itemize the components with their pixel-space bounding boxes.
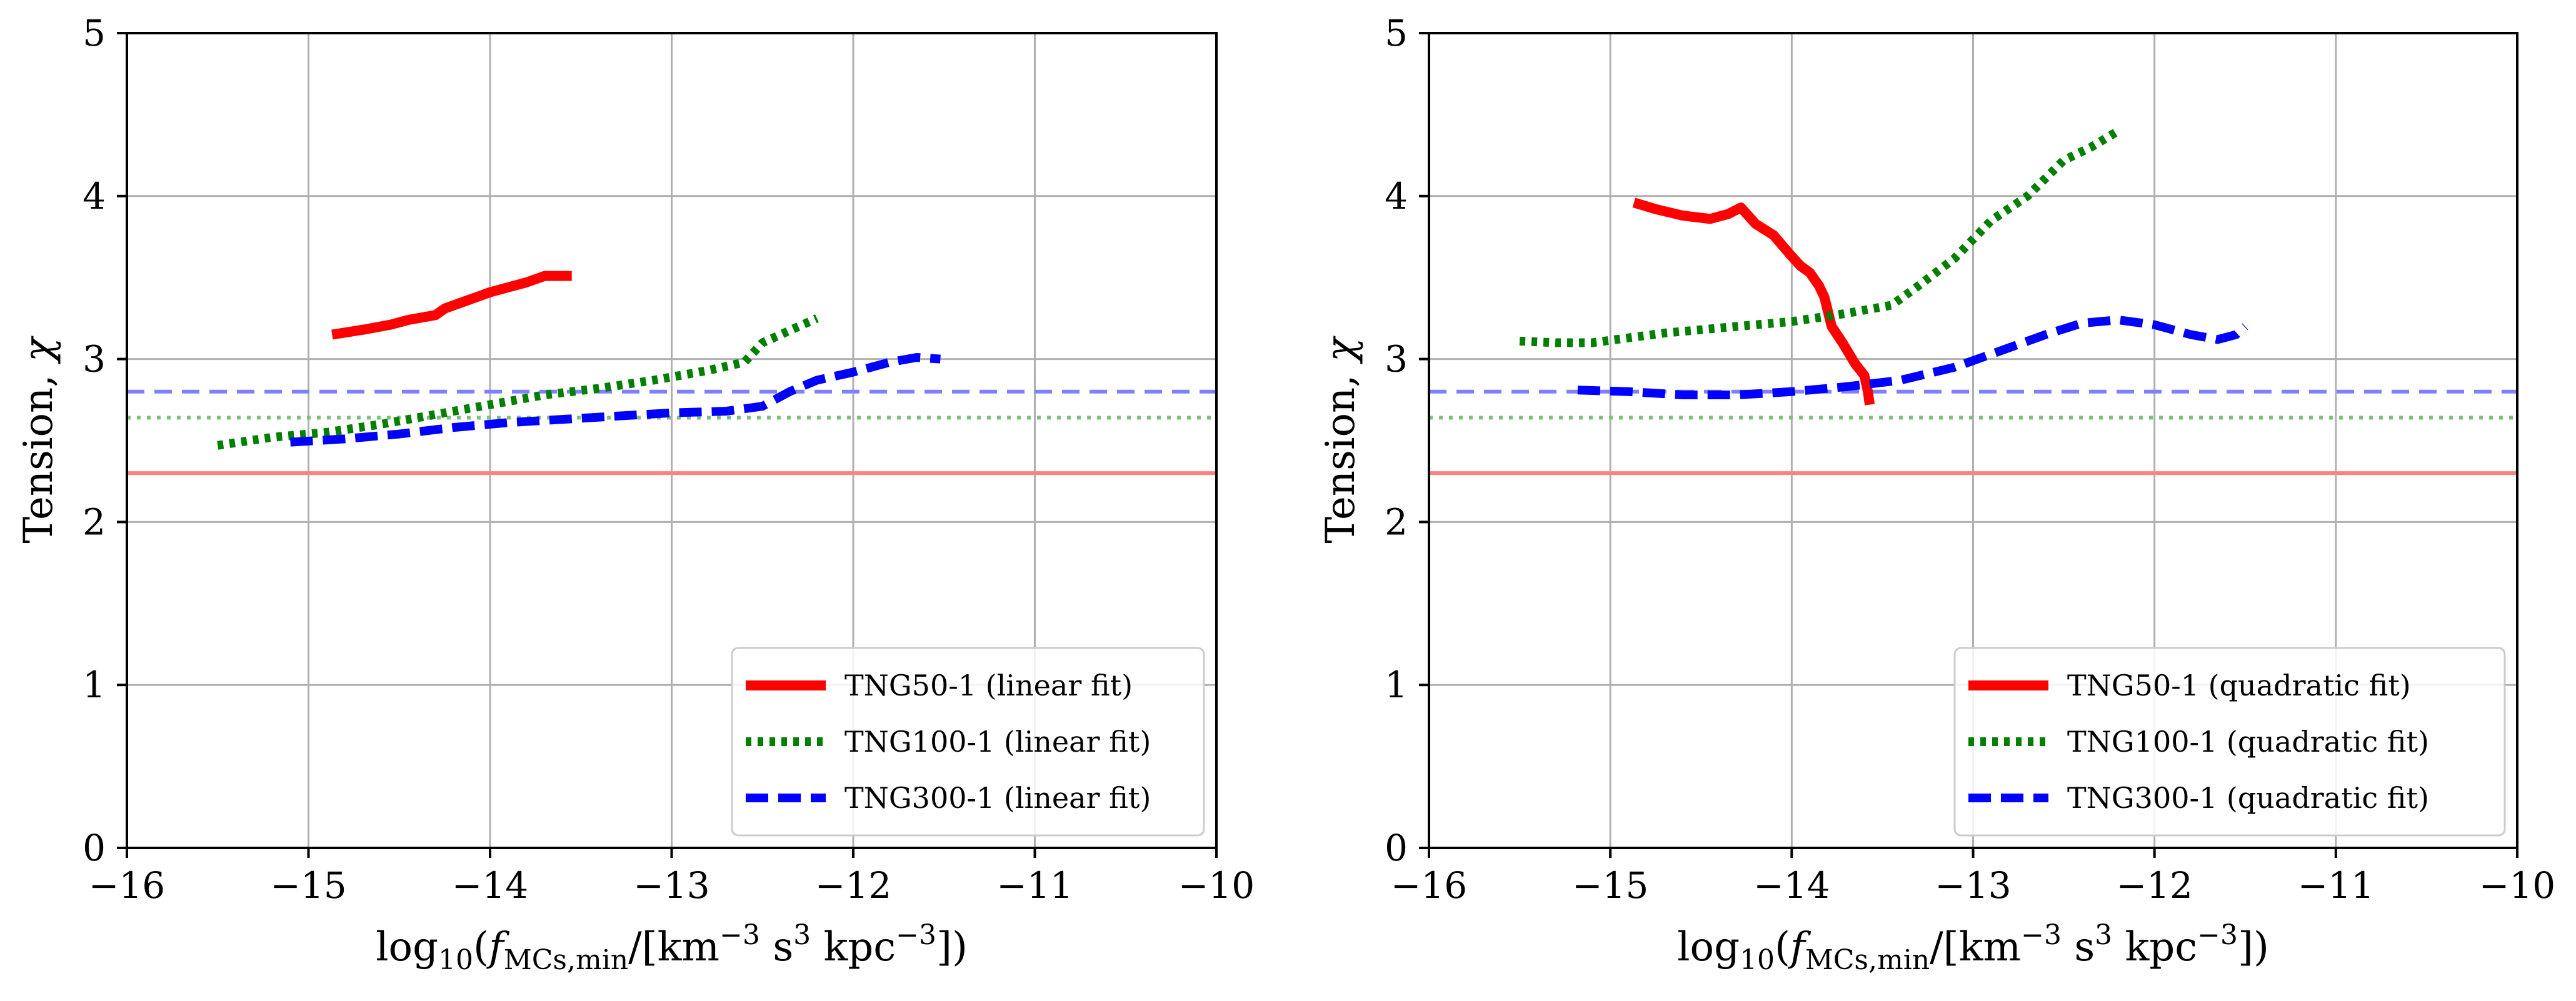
y-tick-label: 5 (1385, 12, 1408, 54)
x-tick-label: −15 (270, 864, 346, 907)
x-axis-label: log10(fMCs,min/[km−3 s3 kpc−3]) (1677, 919, 2269, 976)
x-tick-label: −16 (89, 864, 165, 907)
series-line-3 (1577, 316, 2248, 399)
y-tick-label: 3 (83, 338, 106, 381)
x-tick-label: −11 (996, 864, 1073, 907)
x-tick-label: −15 (1572, 864, 1648, 907)
series-line-2 (1519, 127, 2121, 347)
y-tick-label: 1 (1385, 664, 1408, 706)
y-tick-label: 0 (83, 827, 106, 869)
y-axis-label: Tension, χ (16, 336, 62, 544)
legend-label: TNG100-1 (linear fit) (844, 725, 1151, 759)
y-tick-label: 4 (83, 175, 106, 217)
y-axis-label: Tension, χ (1318, 336, 1364, 544)
x-tick-label: −12 (815, 864, 891, 907)
x-tick-label: −14 (1753, 864, 1830, 907)
series-line-2 (217, 314, 819, 450)
x-tick-label: −16 (1391, 864, 1467, 907)
x-tick-label: −13 (1935, 864, 2011, 907)
y-tick-label: 2 (83, 500, 106, 543)
series-line-1 (1632, 197, 1875, 406)
chart-panel-2: −16 −15 −14 −13 −12 −11 −10 0 1 2 3 4 5 log10(fMCs,mi… (1318, 12, 2555, 976)
x-tick-label: −14 (452, 864, 528, 907)
legend-label: TNG300-1 (linear fit) (844, 781, 1151, 815)
legend-box (1953, 647, 2506, 837)
x-axis-label: log10(fMCs,min/[km−3 s3 kpc−3]) (376, 919, 968, 976)
series-line-3 (290, 353, 941, 447)
y-tick-label: 0 (1385, 827, 1408, 869)
x-tick-label: −11 (2298, 864, 2374, 907)
legend: TNG50-1 (quadratic fit) TNG100-1 (quadrat… (1953, 647, 2506, 837)
x-tick-label: −10 (1178, 864, 1255, 907)
legend-label: TNG300-1 (quadratic fit) (2067, 781, 2429, 815)
series-line-1 (331, 271, 572, 340)
y-tick-label: 3 (1385, 338, 1408, 381)
x-tick-label: −12 (2116, 864, 2192, 907)
legend: TNG50-1 (linear fit) TNG100-1 (linear fit… (731, 647, 1205, 837)
chart-panel-1: −16 −15 −14 −13 −12 −11 −10 0 1 2 3 4 5 log10(fMCs,mi… (16, 12, 1255, 976)
legend-label: TNG50-1 (linear fit) (844, 669, 1133, 702)
x-tick-label: −10 (2479, 864, 2555, 907)
y-tick-label: 5 (83, 12, 106, 54)
legend-box (731, 647, 1205, 837)
legend-label: TNG50-1 (quadratic fit) (2067, 669, 2411, 702)
y-tick-label: 2 (1385, 500, 1408, 543)
y-tick-label: 1 (83, 664, 106, 706)
x-tick-label: −13 (633, 864, 709, 907)
legend-label: TNG100-1 (quadratic fit) (2067, 725, 2429, 759)
y-tick-label: 4 (1385, 175, 1408, 217)
